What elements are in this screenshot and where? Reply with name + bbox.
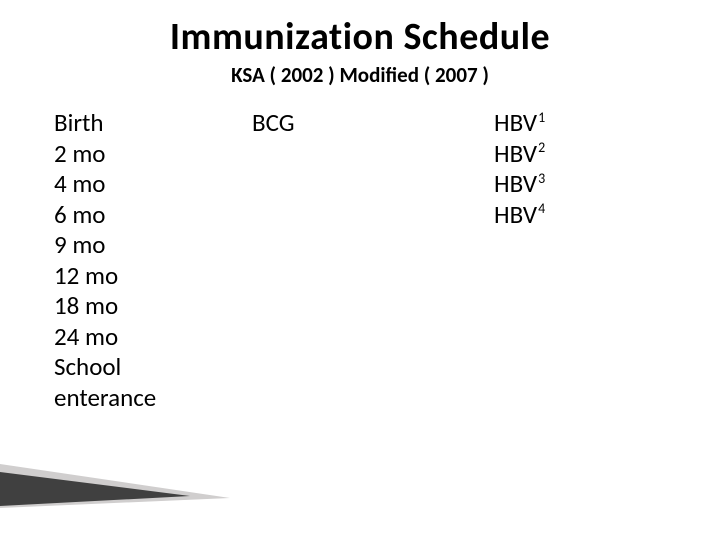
hbv-base: HBV [494,107,537,138]
hbv-sup: 1 [538,109,545,126]
decorative-wedge [0,464,230,508]
age-row: 24 mo [54,322,244,353]
column-middle: BCG [244,108,454,413]
hbv-base: HBV [494,168,537,199]
vaccine-cell: HBV2 [494,139,676,170]
page-subtitle: KSA ( 2002 ) Modified ( 2007 ) [0,62,720,88]
age-row: 4 mo [54,169,244,200]
age-row: School [54,352,244,383]
page-title: Immunization Schedule [0,14,720,60]
vaccine-cell: BCG [252,108,454,139]
vaccine-cell: HBV4 [494,200,676,231]
column-ages: Birth 2 mo 4 mo 6 mo 9 mo 12 mo 18 mo 24… [54,108,244,413]
hbv-sup: 2 [538,139,545,156]
age-row: Birth [54,108,244,139]
age-row: 18 mo [54,291,244,322]
content-grid: Birth 2 mo 4 mo 6 mo 9 mo 12 mo 18 mo 24… [0,108,720,413]
column-right: HBV1 HBV2 HBV3 HBV4 [454,108,676,413]
hbv-base: HBV [494,138,537,169]
age-row: 12 mo [54,261,244,292]
age-row: enterance [54,383,244,414]
vaccine-cell: HBV3 [494,169,676,200]
vaccine-cell: HBV1 [494,108,676,139]
hbv-sup: 3 [538,170,545,187]
age-row: 2 mo [54,139,244,170]
hbv-base: HBV [494,199,537,230]
hbv-sup: 4 [538,200,545,217]
age-row: 9 mo [54,230,244,261]
age-row: 6 mo [54,200,244,231]
